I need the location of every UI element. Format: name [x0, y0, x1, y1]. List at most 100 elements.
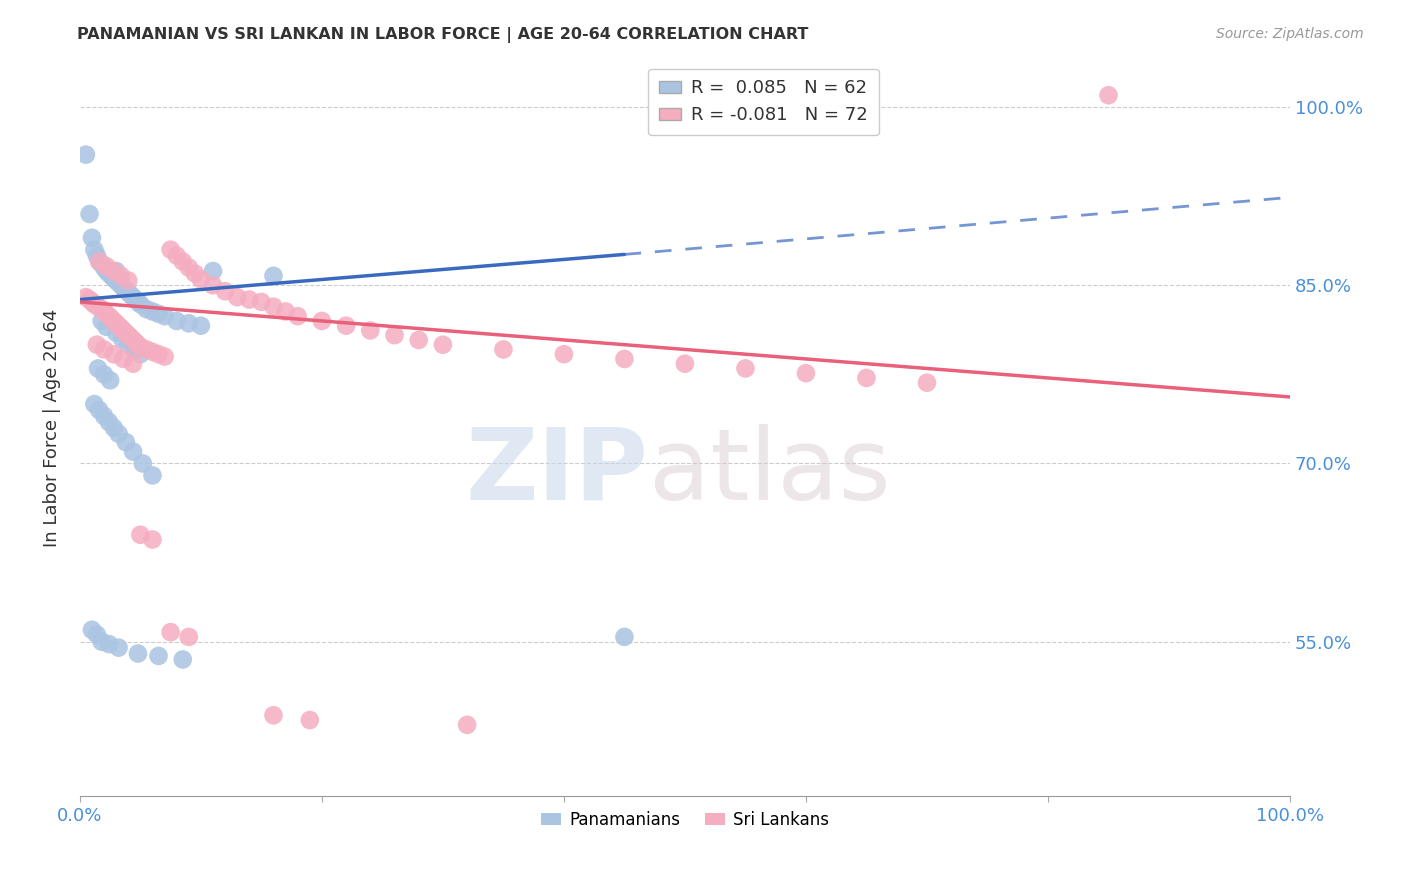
- Point: [122, 333, 145, 347]
- Point: [141, 533, 163, 547]
- Point: [107, 426, 129, 441]
- Point: [166, 249, 188, 263]
- Point: [153, 350, 176, 364]
- Point: [132, 457, 155, 471]
- Point: [80, 623, 103, 637]
- Legend: Panamanians, Sri Lankans: Panamanians, Sri Lankans: [534, 805, 837, 836]
- Point: [122, 290, 145, 304]
- Point: [89, 403, 111, 417]
- Point: [127, 337, 149, 351]
- Point: [86, 337, 108, 351]
- Point: [96, 307, 118, 321]
- Point: [103, 347, 125, 361]
- Point: [96, 260, 118, 274]
- Point: [238, 293, 260, 307]
- Point: [177, 630, 200, 644]
- Point: [75, 290, 97, 304]
- Point: [311, 314, 333, 328]
- Point: [287, 309, 309, 323]
- Point: [915, 376, 938, 390]
- Point: [120, 287, 142, 301]
- Point: [86, 627, 108, 641]
- Point: [129, 297, 152, 311]
- Point: [172, 254, 194, 268]
- Point: [408, 333, 430, 347]
- Point: [148, 307, 170, 321]
- Point: [124, 335, 146, 350]
- Point: [83, 297, 105, 311]
- Point: [613, 630, 636, 644]
- Point: [87, 300, 110, 314]
- Point: [172, 652, 194, 666]
- Point: [135, 343, 157, 357]
- Point: [177, 260, 200, 275]
- Point: [201, 264, 224, 278]
- Point: [613, 351, 636, 366]
- Point: [97, 309, 120, 323]
- Point: [335, 318, 357, 333]
- Point: [110, 278, 132, 293]
- Point: [100, 311, 122, 326]
- Point: [105, 326, 128, 340]
- Point: [263, 268, 285, 283]
- Point: [96, 319, 118, 334]
- Point: [855, 371, 877, 385]
- Point: [384, 328, 406, 343]
- Point: [250, 294, 273, 309]
- Point: [112, 351, 135, 366]
- Point: [190, 318, 212, 333]
- Point: [97, 637, 120, 651]
- Point: [432, 337, 454, 351]
- Point: [274, 304, 297, 318]
- Point: [148, 347, 170, 361]
- Point: [90, 301, 112, 316]
- Point: [105, 316, 128, 330]
- Point: [226, 290, 249, 304]
- Text: PANAMANIAN VS SRI LANKAN IN LABOR FORCE | AGE 20-64 CORRELATION CHART: PANAMANIAN VS SRI LANKAN IN LABOR FORCE …: [77, 27, 808, 43]
- Point: [100, 268, 122, 283]
- Point: [86, 249, 108, 263]
- Point: [93, 304, 115, 318]
- Point: [110, 268, 132, 283]
- Point: [117, 337, 139, 351]
- Point: [153, 309, 176, 323]
- Point: [124, 343, 146, 358]
- Point: [79, 207, 101, 221]
- Point: [80, 294, 103, 309]
- Point: [1097, 88, 1119, 103]
- Point: [129, 528, 152, 542]
- Point: [96, 264, 118, 278]
- Point: [127, 294, 149, 309]
- Text: Source: ZipAtlas.com: Source: ZipAtlas.com: [1216, 27, 1364, 41]
- Point: [794, 366, 817, 380]
- Point: [80, 231, 103, 245]
- Point: [105, 274, 128, 288]
- Point: [115, 435, 138, 450]
- Point: [103, 264, 125, 278]
- Point: [90, 314, 112, 328]
- Point: [112, 281, 135, 295]
- Point: [105, 264, 128, 278]
- Point: [93, 260, 115, 275]
- Point: [120, 330, 142, 344]
- Point: [127, 647, 149, 661]
- Point: [83, 397, 105, 411]
- Point: [75, 147, 97, 161]
- Point: [115, 283, 138, 297]
- Point: [359, 323, 381, 337]
- Point: [103, 271, 125, 285]
- Point: [141, 344, 163, 359]
- Point: [190, 272, 212, 286]
- Point: [263, 300, 285, 314]
- Point: [112, 323, 135, 337]
- Point: [89, 254, 111, 268]
- Point: [90, 634, 112, 648]
- Point: [456, 718, 478, 732]
- Point: [129, 347, 152, 361]
- Point: [115, 326, 138, 340]
- Point: [90, 257, 112, 271]
- Point: [492, 343, 515, 357]
- Point: [159, 243, 181, 257]
- Text: atlas: atlas: [648, 424, 890, 521]
- Point: [89, 254, 111, 268]
